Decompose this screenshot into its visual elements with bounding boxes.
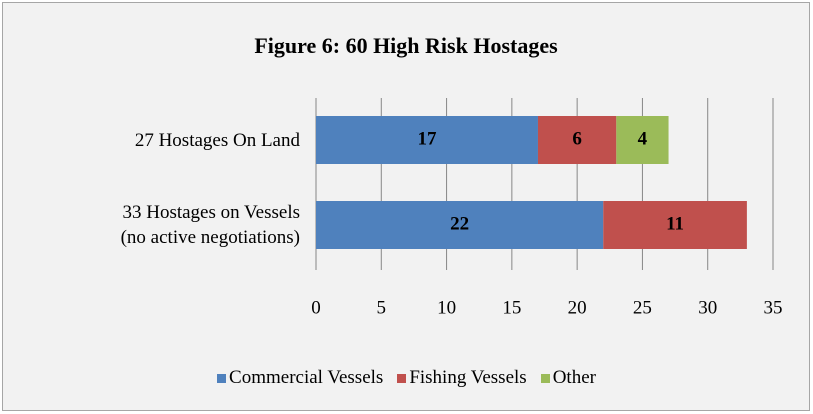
legend-label: Other: [552, 367, 596, 388]
y-tick-label: 33 Hostages on Vessels (no active negoti…: [120, 202, 300, 248]
x-tick-label: 20: [568, 297, 587, 318]
legend: Commercial Vessels Fishing Vessels Other: [0, 367, 813, 389]
legend-swatch: [217, 373, 227, 383]
bar-segment: [316, 201, 604, 249]
legend-swatch: [540, 373, 550, 383]
data-label: 6: [572, 128, 582, 149]
legend-label: Commercial Vessels: [229, 367, 384, 388]
x-tick-label: 5: [377, 297, 387, 318]
x-tick-label: 30: [698, 297, 717, 318]
bar-segment: [603, 201, 747, 249]
y-tick-label: 27 Hostages On Land: [134, 129, 300, 151]
data-label: 11: [666, 213, 684, 234]
chart-title: Figure 6: 60 High Risk Hostages: [254, 33, 558, 58]
data-label: 4: [638, 128, 648, 149]
data-label: 17: [417, 128, 437, 149]
legend-label: Fishing Vessels: [409, 367, 527, 388]
x-tick-label: 15: [502, 297, 521, 318]
bar-segment: [537, 116, 617, 164]
legend-item: Commercial Vessels: [217, 367, 383, 389]
x-tick-label: 10: [437, 297, 456, 318]
legend-item: Fishing Vessels: [397, 367, 527, 389]
x-tick-label: 0: [311, 297, 321, 318]
x-tick-label: 35: [764, 297, 783, 318]
data-label: 22: [450, 213, 469, 234]
x-tick-label: 25: [633, 297, 652, 318]
legend-item: Other: [540, 367, 596, 389]
bar-segment: [616, 116, 669, 164]
legend-swatch: [397, 373, 407, 383]
bar-segment: [316, 116, 538, 164]
